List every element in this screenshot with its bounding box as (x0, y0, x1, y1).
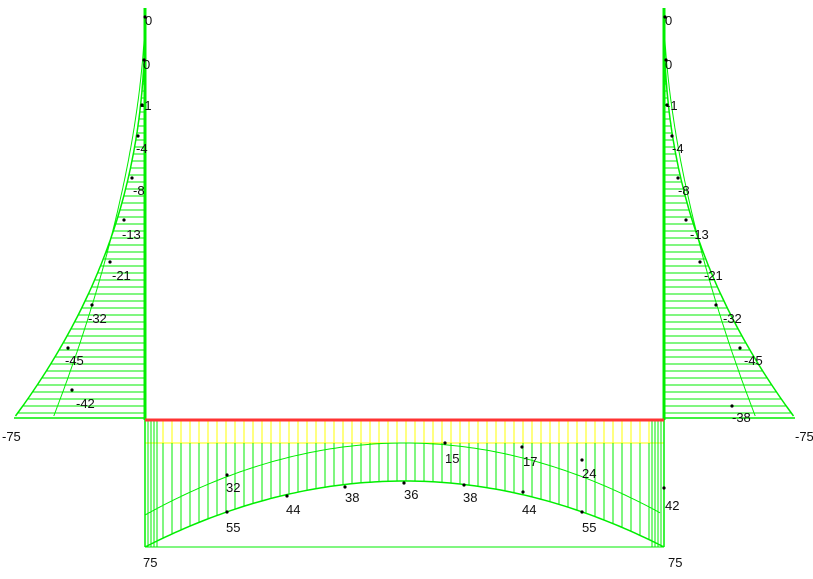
left-wall-label: -45 (65, 353, 84, 368)
slab-outer-label: 44 (286, 502, 300, 517)
left-wall-point (90, 303, 94, 307)
right-corner-label: -75 (795, 429, 813, 444)
slab-point (402, 481, 406, 485)
slab-outer-label: 55 (226, 520, 240, 535)
left-wall-label: 0 (143, 57, 150, 72)
left-wall-point (142, 58, 146, 62)
right-wall-inner-curve (663, 12, 756, 417)
slab-point (343, 485, 347, 489)
right-wall-label: -4 (672, 141, 684, 156)
left-wall-label: -32 (88, 311, 107, 326)
left-wall-point (66, 346, 70, 350)
right-wall-point (698, 260, 702, 264)
left-wall-point (122, 218, 126, 222)
left-wall-label: -42 (76, 396, 95, 411)
right-wall-point (676, 176, 680, 180)
left-wall-point (130, 176, 134, 180)
slab-end-label: 75 (668, 555, 682, 570)
left-wall-point (136, 134, 140, 138)
slab-inner-label: 15 (445, 451, 459, 466)
slab-point (520, 445, 524, 449)
right-wall-envelope (663, 12, 795, 417)
left-wall-envelope (14, 12, 146, 417)
slab-point (462, 483, 466, 487)
slab-outer-label: 42 (665, 498, 679, 513)
right-wall-point (664, 58, 668, 62)
slab-inner-label: 24 (582, 466, 596, 481)
slab-inner-label: 17 (523, 454, 537, 469)
left-wall-point (140, 103, 144, 107)
slab-point (225, 473, 229, 477)
slab-outer-label: 38 (463, 490, 477, 505)
slab-outer-label: 38 (345, 490, 359, 505)
slab-point (443, 441, 447, 445)
right-wall-point (730, 404, 734, 408)
right-wall-point (670, 134, 674, 138)
right-wall-label: -38 (732, 410, 751, 425)
left-wall-inner-curve (53, 12, 146, 417)
slab-inner-label: 32 (226, 480, 240, 495)
right-wall-point (665, 103, 669, 107)
right-wall-point (663, 15, 667, 19)
left-wall-label: -21 (112, 268, 131, 283)
left-wall-point (108, 260, 112, 264)
slab-outer-label: 44 (522, 502, 536, 517)
left-wall-label: -13 (122, 227, 141, 242)
left-wall-label: -4 (136, 141, 148, 156)
right-wall-point (738, 346, 742, 350)
left-wall-label: 0 (145, 13, 152, 28)
slab-point (662, 486, 666, 490)
left-wall-point (70, 388, 74, 392)
right-wall-label: 0 (665, 13, 672, 28)
left-wall-label: -8 (133, 183, 145, 198)
right-wall-label: -21 (704, 268, 723, 283)
left-wall-point (143, 15, 147, 19)
right-wall-label: -8 (678, 183, 690, 198)
slab-envelope (144, 480, 665, 548)
right-wall-label: -1 (666, 98, 678, 113)
right-wall-label: 0 (665, 57, 672, 72)
right-wall-point (684, 218, 688, 222)
slab-outer-label: 55 (582, 520, 596, 535)
right-wall-point (714, 303, 718, 307)
right-wall-label: -45 (744, 353, 763, 368)
slab-outer-label: 36 (404, 487, 418, 502)
slab-inner-curve (144, 442, 661, 516)
slab-point (580, 510, 584, 514)
right-wall-label: -13 (690, 227, 709, 242)
slab-end-label: 75 (143, 555, 157, 570)
left-wall-label: -1 (140, 98, 152, 113)
slab-point (225, 510, 229, 514)
right-wall-label: -32 (723, 311, 742, 326)
slab-point (285, 494, 289, 498)
left-corner-label: -75 (2, 429, 21, 444)
slab-point (521, 490, 525, 494)
slab-point (580, 458, 584, 462)
